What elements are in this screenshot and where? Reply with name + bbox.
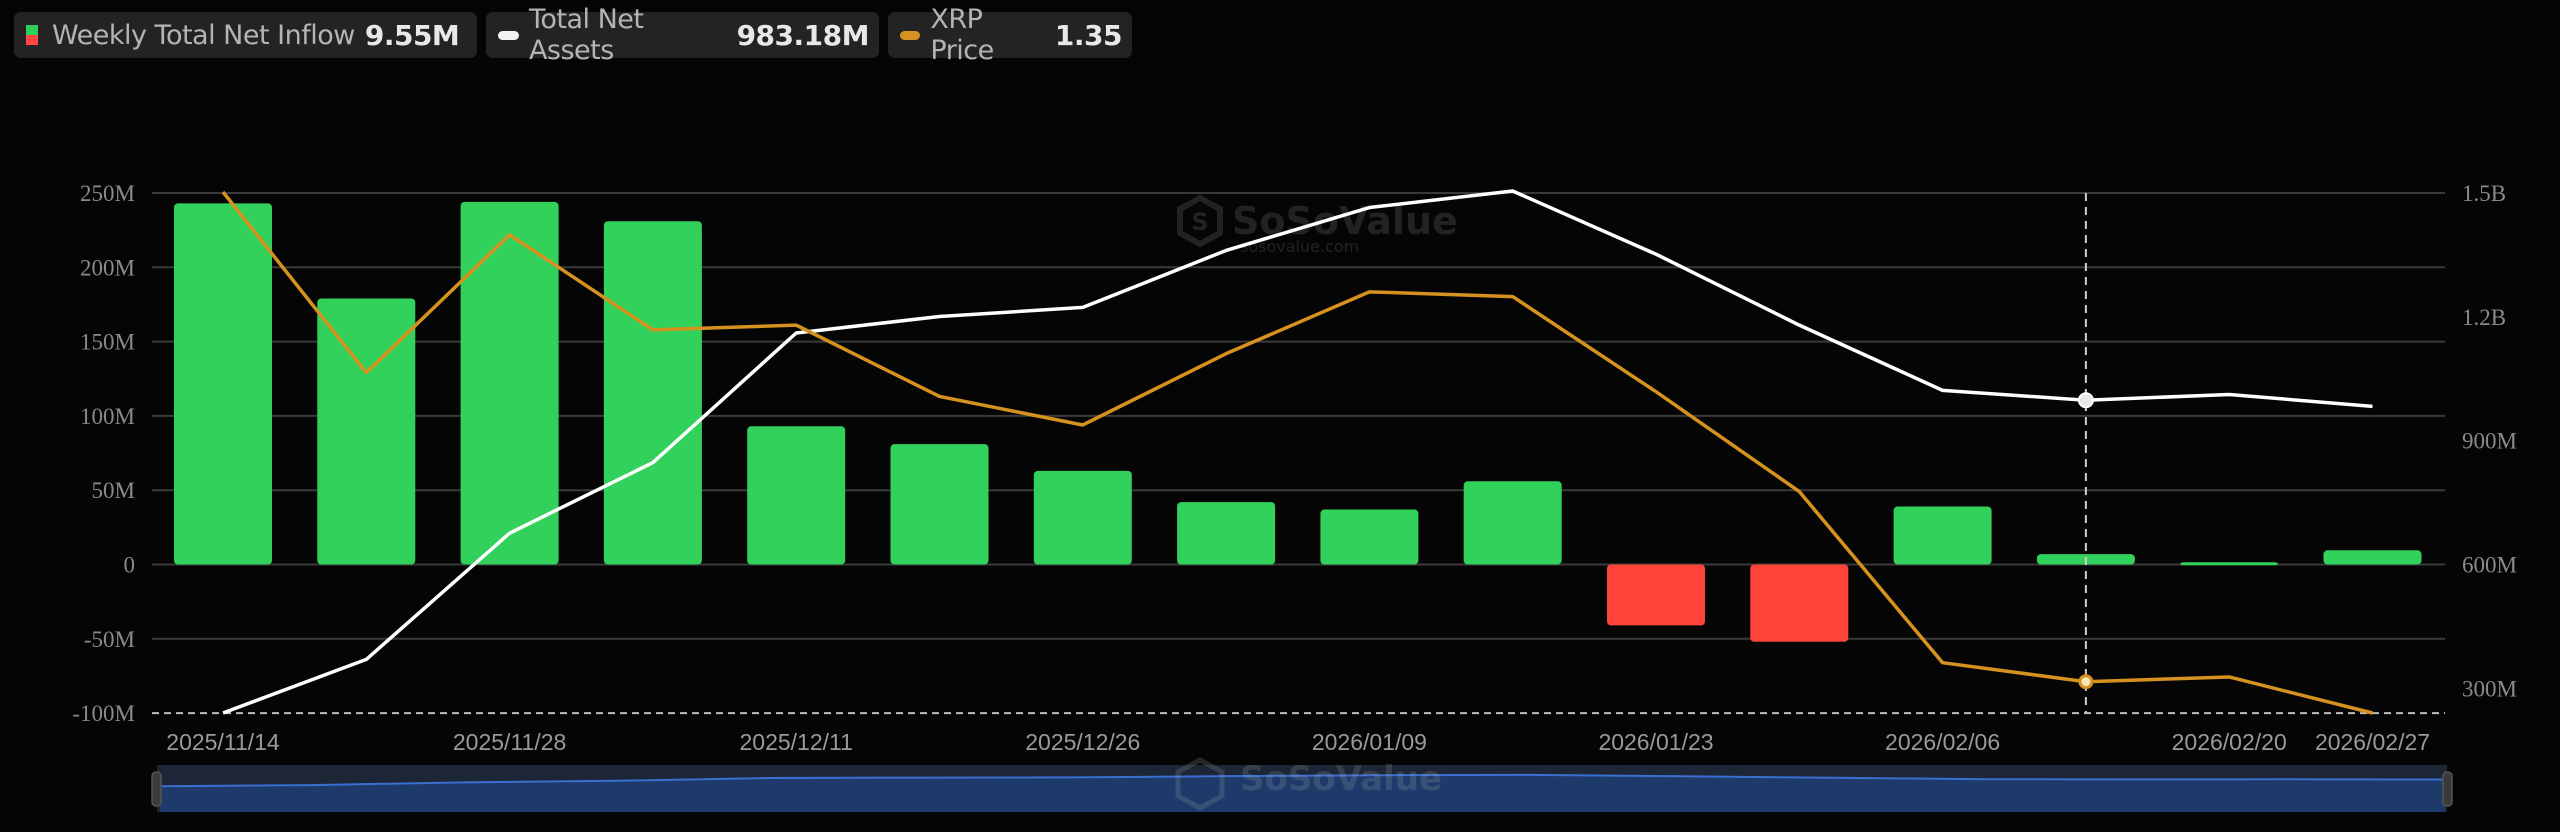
navigator-area [160,774,2445,812]
legend-label: Total Net Assets [528,4,644,66]
inflow-bar-positive[interactable] [460,201,559,565]
sosovalue-logo-icon: S [1177,194,1223,248]
x-axis: 2025/11/14 2025/11/28 2025/12/11 2025/12/26… [166,729,2430,755]
y-tick-left: 150M [80,330,135,355]
legend-value: 983.18M [736,18,870,52]
navigator-left-handle[interactable] [151,771,162,807]
inflow-bar-positive[interactable] [2180,562,2279,566]
legend-label: XRP Price [930,4,994,66]
y-tick-left: -50M [84,627,135,652]
x-tick: 2026/02/20 [2172,729,2287,755]
inflow-bar-positive[interactable] [1893,506,1992,565]
x-tick: 2026/02/27 [2315,729,2430,755]
line-swatch-icon [498,30,519,40]
bar-swatch-icon [26,25,38,45]
y-tick-left: 50M [92,478,135,503]
legend-value: 1.35 [1054,18,1123,52]
y-tick-left: 250M [80,181,135,206]
inflow-bar-negative[interactable] [1750,564,1849,642]
x-tick: 2026/01/09 [1312,729,1427,755]
x-tick: 2026/01/23 [1598,729,1713,755]
inflow-bar-positive[interactable] [1463,481,1562,565]
svg-text:S: S [1191,208,1208,236]
xrp-price-line [221,190,2373,715]
legend-label: Weekly Total Net Inflow [52,19,355,51]
x-tick: 2025/11/28 [453,729,566,755]
watermark: S SoSoValue sosovalue.com [1177,194,1458,256]
x-tick: 2026/02/06 [1885,729,2000,755]
x-tick: 2025/12/26 [1025,729,1140,755]
y-tick-right: 900M [2462,429,2517,454]
y-tick-left: 0 [124,553,136,578]
navigator-watermark: SoSoValue [1175,757,1442,811]
inflow-bar-positive[interactable] [747,426,846,565]
legend-item-total-net-assets[interactable]: Total Net Assets 983.18M [486,4,879,66]
total-net-assets-line [222,189,2373,715]
legend: Weekly Total Net Inflow 9.55M Total Net … [14,4,1132,66]
legend-item-net-inflow[interactable]: Weekly Total Net Inflow 9.55M [14,12,477,58]
y-tick-left: -100M [72,701,135,726]
y-tick-right: 1.2B [2462,305,2506,330]
x-tick: 2025/12/11 [739,729,852,755]
y-tick-left: 100M [80,404,135,429]
x-tick: 2025/11/14 [166,729,280,755]
inflow-bar-positive[interactable] [1177,502,1276,565]
inflow-bar-positive[interactable] [2323,550,2422,565]
y-axis-left: 250M 200M 150M 100M 50M 0 -50M -100M [72,181,135,726]
inflow-bar-positive[interactable] [603,221,702,565]
y-tick-right: 300M [2462,676,2517,701]
inflow-bar-positive[interactable] [1033,470,1132,565]
navigator-line [159,773,2445,788]
y-tick-right: 1.5B [2462,181,2506,206]
legend-value: 9.55M [364,18,460,52]
y-axis-right: 1.5B 1.2B 900M 600M 300M [2462,181,2517,701]
y-tick-left: 200M [80,255,135,280]
svg-text:SoSoValue: SoSoValue [1240,759,1442,799]
range-navigator[interactable]: SoSoValue [151,757,2453,812]
inflow-bar-positive[interactable] [174,203,272,565]
hover-point-price-icon [2078,674,2094,690]
legend-item-xrp-price[interactable]: XRP Price 1.35 [888,4,1132,66]
inflow-bar-positive[interactable] [890,444,989,565]
inflow-bars [174,201,2422,642]
watermark-url: sosovalue.com [1240,237,1359,256]
line-swatch-icon [900,30,921,40]
navigator-right-handle[interactable] [2442,771,2453,807]
hover-point-assets-icon [2077,392,2094,409]
inflow-bar-negative[interactable] [1607,564,1705,626]
inflow-bar-positive[interactable] [1320,509,1419,565]
inflow-bar-positive[interactable] [317,298,416,565]
y-tick-right: 600M [2462,553,2517,578]
